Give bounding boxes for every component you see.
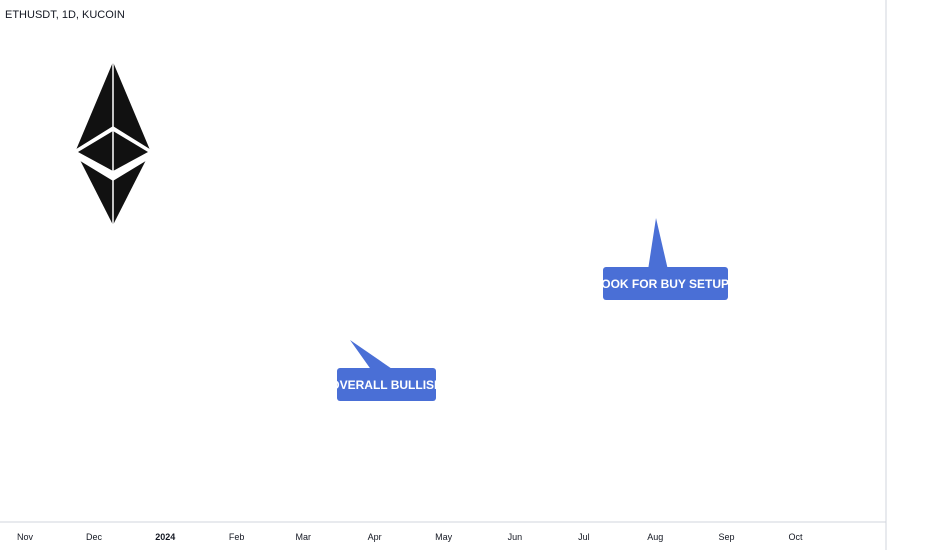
callout-overall-bullish: OVERALL BULLISH (330, 340, 443, 401)
time-tick-label: Oct (788, 532, 803, 542)
time-tick-label: Mar (296, 532, 312, 542)
callout-look-for-buy-setups-label: LOOK FOR BUY SETUPS (594, 277, 737, 291)
time-tick-label: Dec (86, 532, 103, 542)
time-tick-label: Aug (647, 532, 663, 542)
time-tick-label: Jul (578, 532, 590, 542)
callout-overall-bullish-label: OVERALL BULLISH (330, 378, 442, 392)
time-tick-label: Sep (718, 532, 734, 542)
callout-look-for-buy-setups: LOOK FOR BUY SETUPS (594, 218, 737, 300)
time-tick-label: Nov (17, 532, 34, 542)
time-tick-label: Jun (508, 532, 523, 542)
time-tick-label: Feb (229, 532, 245, 542)
ethereum-logo (75, 62, 151, 225)
symbol-title: ETHUSDT, 1D, KUCOIN (5, 9, 125, 21)
time-tick-label: 2024 (155, 532, 175, 542)
time-tick-label: Apr (368, 532, 382, 542)
time-tick-label: May (435, 532, 453, 542)
